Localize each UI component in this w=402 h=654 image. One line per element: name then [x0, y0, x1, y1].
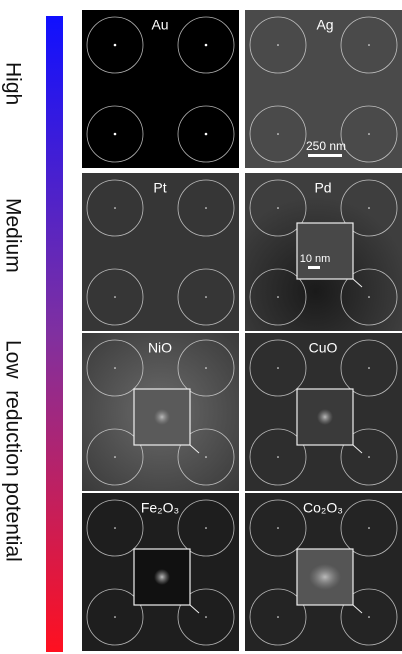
scale-label: Medium [1, 198, 24, 273]
figure: High Medium Low reduction potential Au Ag… [0, 0, 402, 654]
particle [205, 133, 208, 136]
particle [277, 527, 279, 529]
panel: NiO [82, 333, 239, 491]
particle [114, 616, 116, 618]
panel: Pd 10 nm [245, 173, 402, 331]
panel: Au [82, 10, 239, 168]
particle [277, 133, 279, 135]
panel-label: NiO [148, 340, 172, 356]
particle [205, 207, 207, 209]
particle [368, 456, 370, 458]
panel-label: CuO [309, 340, 338, 356]
particle [114, 207, 116, 209]
particle [114, 296, 116, 298]
particle [114, 44, 117, 47]
scale-bar [308, 266, 320, 269]
scale-bar-label: 10 nm [300, 253, 331, 265]
particle [277, 207, 279, 209]
inset [297, 223, 353, 279]
particle [277, 456, 279, 458]
micrograph [82, 10, 239, 168]
scale-bar [308, 154, 342, 157]
particle [277, 44, 279, 46]
inset-particle [154, 409, 170, 425]
inset-particle [317, 409, 333, 425]
particle [114, 367, 116, 369]
panel-grid: Au Ag 250 nm Pt Pd 10 nm NiO CuO Fe₂O₃ Co₂O₃ [82, 10, 402, 651]
particle [368, 133, 370, 135]
particle [205, 44, 208, 47]
panel-label: Pt [153, 180, 166, 196]
inset-particle [309, 564, 341, 590]
particle [205, 456, 207, 458]
micrograph [82, 173, 239, 331]
particle [277, 616, 279, 618]
particle [205, 527, 207, 529]
particle [277, 296, 279, 298]
scale-bar-label: 250 nm [306, 139, 346, 153]
color-bar [46, 16, 63, 652]
panel-label: Fe₂O₃ [141, 500, 179, 516]
panel: Fe₂O₃ [82, 493, 239, 651]
particle [205, 367, 207, 369]
particle [368, 296, 370, 298]
particle [368, 44, 370, 46]
panel: CuO [245, 333, 402, 491]
panel-label: Ag [316, 17, 333, 33]
particle [114, 456, 116, 458]
inset-particle [154, 569, 170, 585]
panel-label: Co₂O₃ [303, 500, 343, 516]
particle [277, 367, 279, 369]
particle [205, 616, 207, 618]
panel: Co₂O₃ [245, 493, 402, 651]
particle [368, 616, 370, 618]
particle [368, 527, 370, 529]
particle [114, 133, 117, 136]
scale-label: Low reduction potential [1, 340, 24, 562]
panel: Ag 250 nm [245, 10, 402, 168]
panel: Pt [82, 173, 239, 331]
particle [114, 527, 116, 529]
particle [205, 296, 207, 298]
particle [368, 367, 370, 369]
panel-label: Pd [314, 180, 331, 196]
particle [368, 207, 370, 209]
scale-label: High [1, 62, 24, 105]
panel-label: Au [151, 17, 168, 33]
